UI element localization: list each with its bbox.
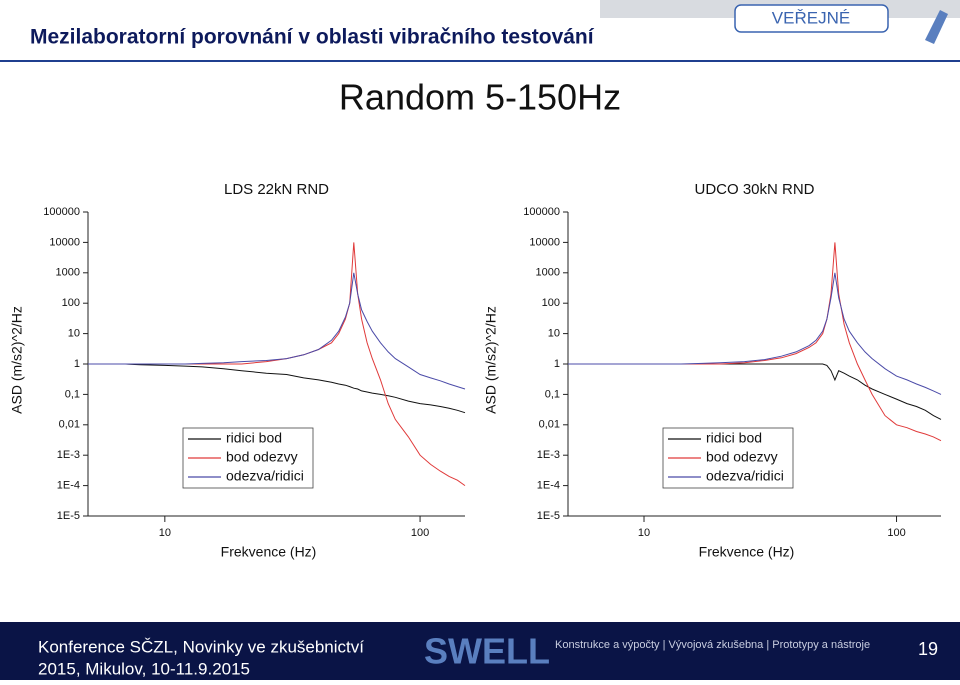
y-tick-label: 10 [68,328,80,340]
legend-label: ridici bod [706,430,762,446]
footer-tagline: Konstrukce a výpočty | Vývojová zkušebna… [555,639,870,651]
x-tick-label: 100 [411,527,429,539]
y-tick-label: 0,01 [59,419,80,431]
x-axis-label: Frekvence (Hz) [699,544,795,560]
footer-bar [0,622,960,680]
y-tick-label: 1E-4 [537,480,560,492]
y-tick-label: 10000 [529,236,560,248]
y-tick-label: 10000 [49,236,80,248]
logo-icon [925,10,948,44]
charts: LDS 22kN RND1E-51E-41E-30,010,1110100100… [9,181,942,560]
y-tick-label: 1E-4 [57,480,80,492]
badge-text: VEŘEJNÉ [772,8,850,27]
series-line [88,363,466,414]
footer-line1: Konference SČZL, Novinky ve zkušebnictví [38,637,364,656]
y-tick-label: 100 [62,297,80,309]
y-axis-label: ASD (m/s2)^2/Hz [9,306,25,414]
legend-label: ridici bod [226,430,282,446]
page-number: 19 [918,639,938,659]
y-tick-label: 1E-5 [57,510,80,522]
chart-title: UDCO 30kN RND [694,181,814,198]
badge [734,4,889,33]
series-line [568,272,942,395]
x-axis-label: Frekvence (Hz) [221,544,317,560]
footer-line2: 2015, Mikulov, 10-11.9.2015 [38,659,250,678]
y-tick-label: 100000 [43,206,80,218]
header-rule [0,60,960,62]
y-tick-label: 10 [548,328,560,340]
series-line [88,272,466,390]
y-axis-label: ASD (m/s2)^2/Hz [483,306,499,414]
y-tick-label: 1 [554,358,560,370]
x-tick-label: 10 [638,527,650,539]
y-tick-label: 0,1 [545,388,560,400]
y-tick-label: 0,01 [539,419,560,431]
y-tick-label: 1E-3 [537,449,560,461]
legend-label: bod odezvy [706,449,778,465]
header-title: Mezilaboratorní porovnání v oblasti vibr… [30,26,595,49]
footer-logo: SWELL [424,631,550,672]
y-tick-label: 0,1 [65,388,80,400]
y-tick-label: 1 [74,358,80,370]
legend-label: odezva/ridici [706,468,784,484]
chart-title: LDS 22kN RND [224,181,329,198]
y-tick-label: 100000 [523,206,560,218]
y-tick-label: 100 [542,297,560,309]
legend-label: bod odezvy [226,449,298,465]
y-tick-label: 1000 [56,267,80,279]
x-tick-label: 100 [887,527,905,539]
legend-label: odezva/ridici [226,468,304,484]
slide-title: Random 5-150Hz [339,77,621,118]
x-tick-label: 10 [159,527,171,539]
y-tick-label: 1E-5 [537,510,560,522]
y-tick-label: 1000 [536,267,560,279]
y-tick-label: 1E-3 [57,449,80,461]
